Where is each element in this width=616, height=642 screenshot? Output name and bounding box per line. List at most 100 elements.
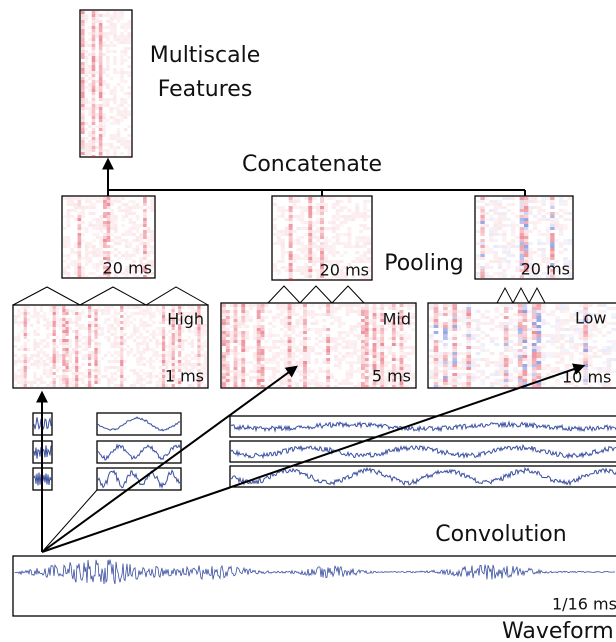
heat-cell xyxy=(53,345,56,348)
heat-cell xyxy=(120,80,124,83)
heat-cell xyxy=(349,331,353,334)
heat-cell xyxy=(466,340,471,343)
heat-cell xyxy=(480,197,484,200)
heat-cell xyxy=(234,316,238,319)
heat-cell xyxy=(289,227,293,230)
heat-cell xyxy=(226,310,230,313)
heat-cell xyxy=(53,321,56,324)
heat-cell xyxy=(346,343,350,346)
heat-cell xyxy=(285,227,289,230)
heat-cell xyxy=(117,321,120,324)
heat-cell xyxy=(284,307,288,310)
heat-cell xyxy=(504,370,509,373)
heat-cell xyxy=(81,50,85,53)
heat-cell xyxy=(373,361,377,364)
heat-cell xyxy=(518,313,523,316)
heat-cell xyxy=(291,382,295,385)
heat-cell xyxy=(33,339,36,342)
heat-cell xyxy=(117,375,120,378)
heat-cell xyxy=(322,385,326,388)
heat-cell xyxy=(113,26,117,29)
heat-cell xyxy=(508,322,513,325)
heat-cell xyxy=(574,349,579,352)
heat-cell xyxy=(59,378,62,381)
heat-cell xyxy=(471,364,476,367)
heat-cell xyxy=(518,358,523,361)
heat-cell xyxy=(284,343,288,346)
heat-cell xyxy=(579,334,584,337)
heat-cell xyxy=(127,134,131,137)
heat-cell xyxy=(476,257,480,260)
heat-cell xyxy=(297,236,301,239)
heat-cell xyxy=(17,369,20,372)
heat-cell xyxy=(175,336,178,339)
heat-cell xyxy=(291,313,295,316)
heat-cell xyxy=(546,355,551,358)
heat-cell xyxy=(443,385,448,388)
heat-cell xyxy=(124,80,128,83)
heat-cell xyxy=(489,233,493,236)
heat-cell xyxy=(88,140,92,143)
heat-cell xyxy=(322,382,326,385)
heat-cell xyxy=(78,315,81,318)
heat-cell xyxy=(346,376,350,379)
heat-cell xyxy=(96,275,100,278)
heat-cell xyxy=(14,363,17,366)
heat-cell xyxy=(120,354,123,357)
heat-cell xyxy=(569,334,574,337)
heat-cell xyxy=(438,352,443,355)
heat-cell xyxy=(541,358,546,361)
heat-cell xyxy=(120,315,123,318)
heat-cell xyxy=(338,319,342,322)
heat-cell xyxy=(476,319,481,322)
heat-cell xyxy=(117,71,121,74)
heat-cell xyxy=(289,260,293,263)
heat-cell xyxy=(118,236,122,239)
heat-cell xyxy=(315,382,319,385)
pool-window: 20 ms xyxy=(103,259,152,278)
heat-cell xyxy=(81,86,85,89)
heat-cell xyxy=(261,358,265,361)
heat-cell xyxy=(253,352,257,355)
heat-cell xyxy=(245,334,249,337)
heat-cell xyxy=(37,333,40,336)
heat-cell xyxy=(204,357,207,360)
heat-cell xyxy=(85,242,89,245)
heat-cell xyxy=(149,375,152,378)
heat-cell xyxy=(297,257,301,260)
heat-cell xyxy=(541,304,546,307)
heat-cell xyxy=(245,349,249,352)
heat-cell xyxy=(95,32,99,35)
heat-cell xyxy=(98,351,101,354)
heat-cell xyxy=(429,376,434,379)
heat-cell xyxy=(88,83,92,86)
heat-cell xyxy=(37,345,40,348)
heat-cell xyxy=(117,369,120,372)
heat-cell xyxy=(92,212,96,215)
heat-cell xyxy=(502,230,506,233)
heat-cell xyxy=(550,242,554,245)
heat-cell xyxy=(520,248,524,251)
heat-cell xyxy=(95,89,99,92)
heat-cell xyxy=(344,215,348,218)
heat-cell xyxy=(88,375,91,378)
heat-cell xyxy=(520,233,524,236)
heat-cell xyxy=(241,349,245,352)
heat-cell xyxy=(434,310,439,313)
heat-cell xyxy=(43,345,46,348)
heat-cell xyxy=(106,143,110,146)
heat-cell xyxy=(82,348,85,351)
heat-cell xyxy=(537,361,542,364)
heat-cell xyxy=(168,330,171,333)
heat-cell xyxy=(40,348,43,351)
heat-cell xyxy=(363,218,367,221)
heat-cell xyxy=(98,324,101,327)
heat-cell xyxy=(511,242,515,245)
heat-cell xyxy=(124,107,128,110)
heat-cell xyxy=(508,334,513,337)
heat-cell xyxy=(326,373,330,376)
heat-cell xyxy=(373,319,377,322)
heat-cell xyxy=(438,385,443,388)
heat-cell xyxy=(230,316,234,319)
heat-cell xyxy=(289,230,293,233)
